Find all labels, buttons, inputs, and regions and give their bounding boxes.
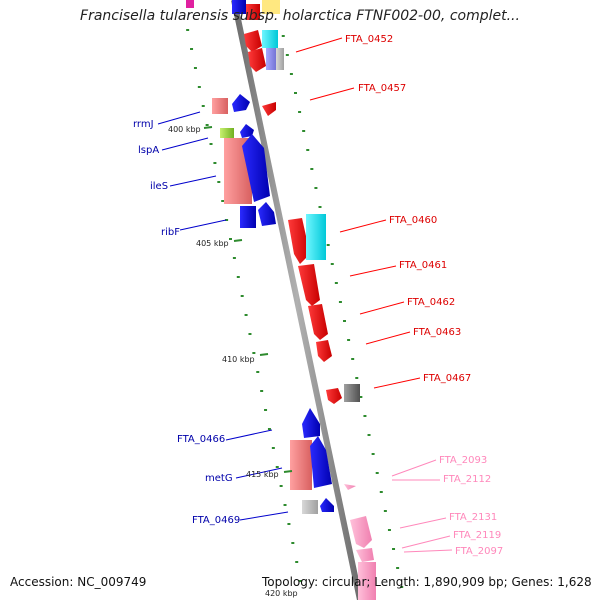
label-fta-0462[interactable]: FTA_0462 <box>407 297 455 308</box>
label-fta-0461[interactable]: FTA_0461 <box>399 260 447 271</box>
feature-fta-0460-cyan <box>306 214 326 260</box>
label-fta-0460[interactable]: FTA_0460 <box>389 215 437 226</box>
genome-map: FTA_0452 FTA_0457 rrmJ lspA ileS ribF FT… <box>0 0 600 600</box>
feature-fta-0467-grey <box>344 384 360 402</box>
feature-rrmj <box>212 98 228 114</box>
label-ribf[interactable]: ribF <box>161 227 180 238</box>
feature-cyan-top <box>262 30 278 48</box>
tick-label-410: 410 kbp <box>222 355 255 364</box>
feature-fta-2119 <box>356 548 374 562</box>
feature-rrmj-arrow <box>232 94 250 112</box>
feature-fta-0469-grey <box>302 500 318 514</box>
feature-fta-0466 <box>302 408 320 438</box>
label-fta-2131[interactable]: FTA_2131 <box>449 512 497 523</box>
feature-lightgrey-top <box>276 48 284 70</box>
label-lspa[interactable]: lspA <box>138 145 159 156</box>
label-fta-0467[interactable]: FTA_0467 <box>423 373 471 384</box>
label-fta-0469[interactable]: FTA_0469 <box>192 515 240 526</box>
label-fta-0463[interactable]: FTA_0463 <box>413 327 461 338</box>
feature-metg-salmon <box>290 440 312 490</box>
feature-magenta <box>186 0 194 8</box>
feature-fta-2131 <box>350 516 372 548</box>
feature-ribf-b <box>258 202 276 226</box>
label-fta-2119[interactable]: FTA_2119 <box>453 530 501 541</box>
label-fta-2112[interactable]: FTA_2112 <box>443 474 491 485</box>
tick-label-415: 415 kbp <box>246 470 279 479</box>
feature-fta-0461 <box>298 264 320 306</box>
genome-summary-text: Topology: circular; Length: 1,890,909 bp… <box>262 575 592 589</box>
feature-fta-0462 <box>308 304 328 340</box>
feature-fta-0463 <box>316 340 332 362</box>
tick-label-405: 405 kbp <box>196 239 229 248</box>
feature-fta-2112 <box>344 484 356 490</box>
label-fta-0457[interactable]: FTA_0457 <box>358 83 406 94</box>
label-iles[interactable]: ileS <box>150 181 168 192</box>
tick-label-400: 400 kbp <box>168 125 201 134</box>
label-fta-2093[interactable]: FTA_2093 <box>439 455 487 466</box>
label-metg[interactable]: metG <box>205 473 233 484</box>
feature-fta-0457 <box>262 102 276 116</box>
feature-fta-0467-red <box>326 388 342 404</box>
feature-fta-0469-arrow <box>320 498 334 512</box>
label-fta-2097[interactable]: FTA_2097 <box>455 546 503 557</box>
feature-lspa-green <box>220 128 234 138</box>
label-fta-0452[interactable]: FTA_0452 <box>345 34 393 45</box>
label-fta-0466[interactable]: FTA_0466 <box>177 434 225 445</box>
genome-backbone <box>234 0 360 600</box>
feature-ribf-a <box>240 206 256 228</box>
map-title: Francisella tularensis subsp. holarctica… <box>0 8 600 24</box>
label-rrmj[interactable]: rrmJ <box>133 119 154 130</box>
tick-label-420: 420 kbp <box>265 589 298 598</box>
accession-text: Accession: NC_009749 <box>10 575 146 589</box>
